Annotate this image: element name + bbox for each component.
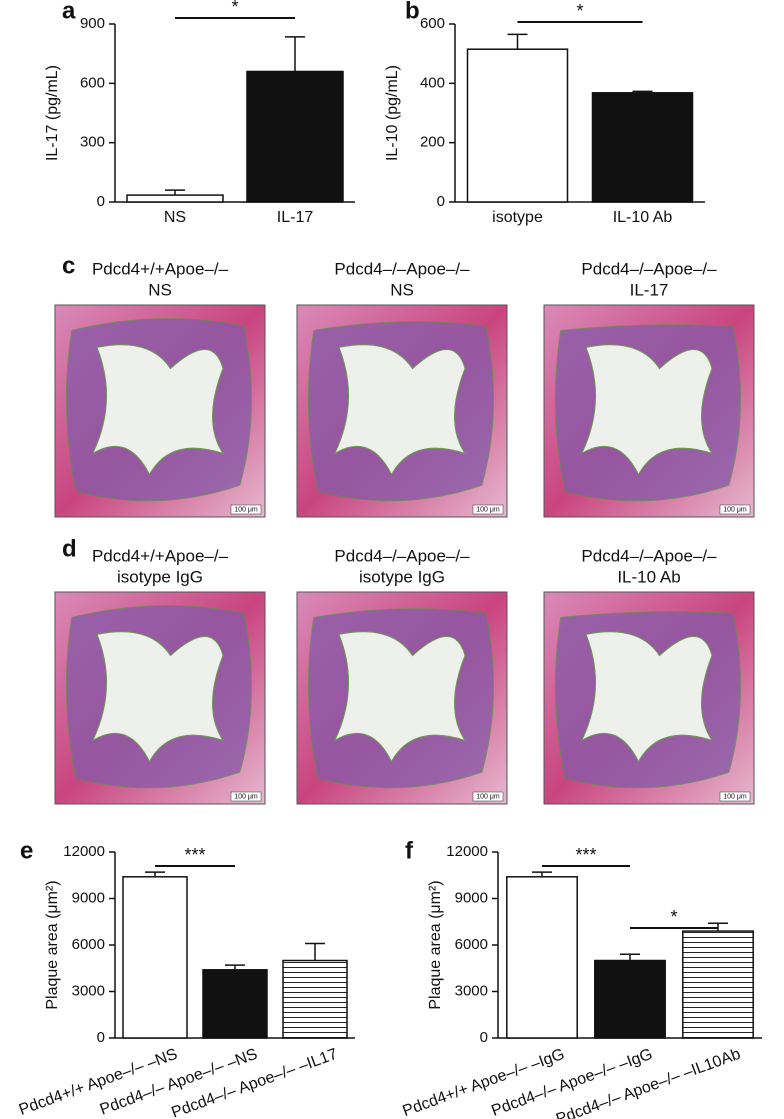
y-axis-label: Plaque area (μm²) [44, 880, 61, 1009]
scale-bar-label: 100 μm [234, 506, 258, 513]
bar [594, 959, 666, 1039]
x-tick-label: IL-17 [277, 209, 314, 226]
y-tick-label: 0 [480, 1029, 488, 1046]
bar [506, 876, 578, 1039]
bar [282, 959, 348, 1039]
scale-bar-box [230, 791, 262, 802]
y-tick-label: 3000 [455, 982, 488, 999]
y-tick-label: 200 [420, 134, 445, 151]
y-axis-label: IL-17 (pg/mL) [44, 65, 61, 161]
image-title: Pdcd4+/+Apoe–/– [92, 259, 229, 278]
y-tick-label: 900 [80, 15, 105, 32]
bar [591, 92, 694, 203]
y-tick-label: 9000 [72, 889, 105, 906]
image-title: Pdcd4–/–Apoe–/– [581, 546, 717, 565]
x-tick-label: isotype [492, 209, 543, 226]
x-tick-label: IL-10 Ab [613, 209, 673, 226]
y-axis-label: Plaque area (μm²) [427, 880, 444, 1009]
panel-label: a [62, 0, 76, 24]
y-tick-label: 12000 [446, 843, 488, 860]
image-title: isotype IgG [117, 567, 203, 586]
y-tick-label: 9000 [455, 889, 488, 906]
y-tick-label: 0 [97, 1029, 105, 1046]
lumen [580, 631, 714, 763]
bar [122, 876, 188, 1039]
y-tick-label: 400 [420, 74, 445, 91]
bar [202, 969, 268, 1039]
image-title: NS [390, 280, 414, 299]
y-tick-label: 0 [97, 193, 105, 210]
significance-label: * [576, 1, 583, 21]
image-title: isotype IgG [359, 567, 445, 586]
y-tick-label: 300 [80, 134, 105, 151]
y-tick-label: 6000 [455, 936, 488, 953]
scale-bar-label: 100 μm [723, 793, 747, 800]
x-tick-label: Pdcd4+/+ Apoe–/– –IgG [400, 1046, 566, 1119]
histology-image: 100 μm [543, 304, 755, 518]
histology-image: 100 μm [54, 304, 266, 518]
bar [246, 70, 344, 203]
image-title: Pdcd4–/–Apoe–/– [581, 259, 717, 278]
lumen [333, 344, 467, 476]
lumen [91, 344, 225, 476]
panel-label: d [62, 535, 77, 562]
y-axis-label: IL-10 (pg/mL) [384, 65, 401, 161]
significance-label: * [231, 0, 238, 17]
y-tick-label: 600 [420, 15, 445, 32]
scale-bar-label: 100 μm [476, 506, 500, 513]
significance-label: * [670, 907, 677, 927]
image-title: IL-10 Ab [617, 567, 680, 586]
image-title: Pdcd4+/+Apoe–/– [92, 546, 229, 565]
x-tick-label: NS [164, 209, 186, 226]
significance-label: *** [184, 845, 205, 865]
bar [682, 930, 754, 1039]
histology-image: 100 μm [296, 591, 508, 805]
histology-image: 100 μm [54, 591, 266, 805]
image-title: NS [148, 280, 172, 299]
y-tick-label: 12000 [63, 843, 105, 860]
scale-bar-label: 100 μm [234, 793, 258, 800]
y-tick-label: 600 [80, 74, 105, 91]
lumen [333, 631, 467, 763]
bar [466, 48, 569, 203]
significance-label: *** [575, 845, 596, 865]
scale-bar-label: 100 μm [723, 506, 747, 513]
scale-bar-box [472, 791, 504, 802]
y-tick-label: 3000 [72, 982, 105, 999]
scale-bar-label: 100 μm [476, 793, 500, 800]
panel-label: e [20, 837, 33, 864]
y-tick-label: 6000 [72, 936, 105, 953]
image-title: IL-17 [630, 280, 669, 299]
scale-bar-box [719, 504, 751, 515]
y-tick-label: 0 [437, 193, 445, 210]
scale-bar-box [719, 791, 751, 802]
bar [126, 194, 224, 203]
panel-label: c [62, 252, 75, 279]
histology-image: 100 μm [296, 304, 508, 518]
lumen [580, 344, 714, 476]
lumen [91, 631, 225, 763]
histology-image: 100 μm [543, 591, 755, 805]
scale-bar-box [230, 504, 262, 515]
panel-label: f [405, 837, 414, 864]
scale-bar-box [472, 504, 504, 515]
panel-label: b [405, 0, 420, 24]
image-title: Pdcd4–/–Apoe–/– [334, 259, 470, 278]
image-title: Pdcd4–/–Apoe–/– [334, 546, 470, 565]
